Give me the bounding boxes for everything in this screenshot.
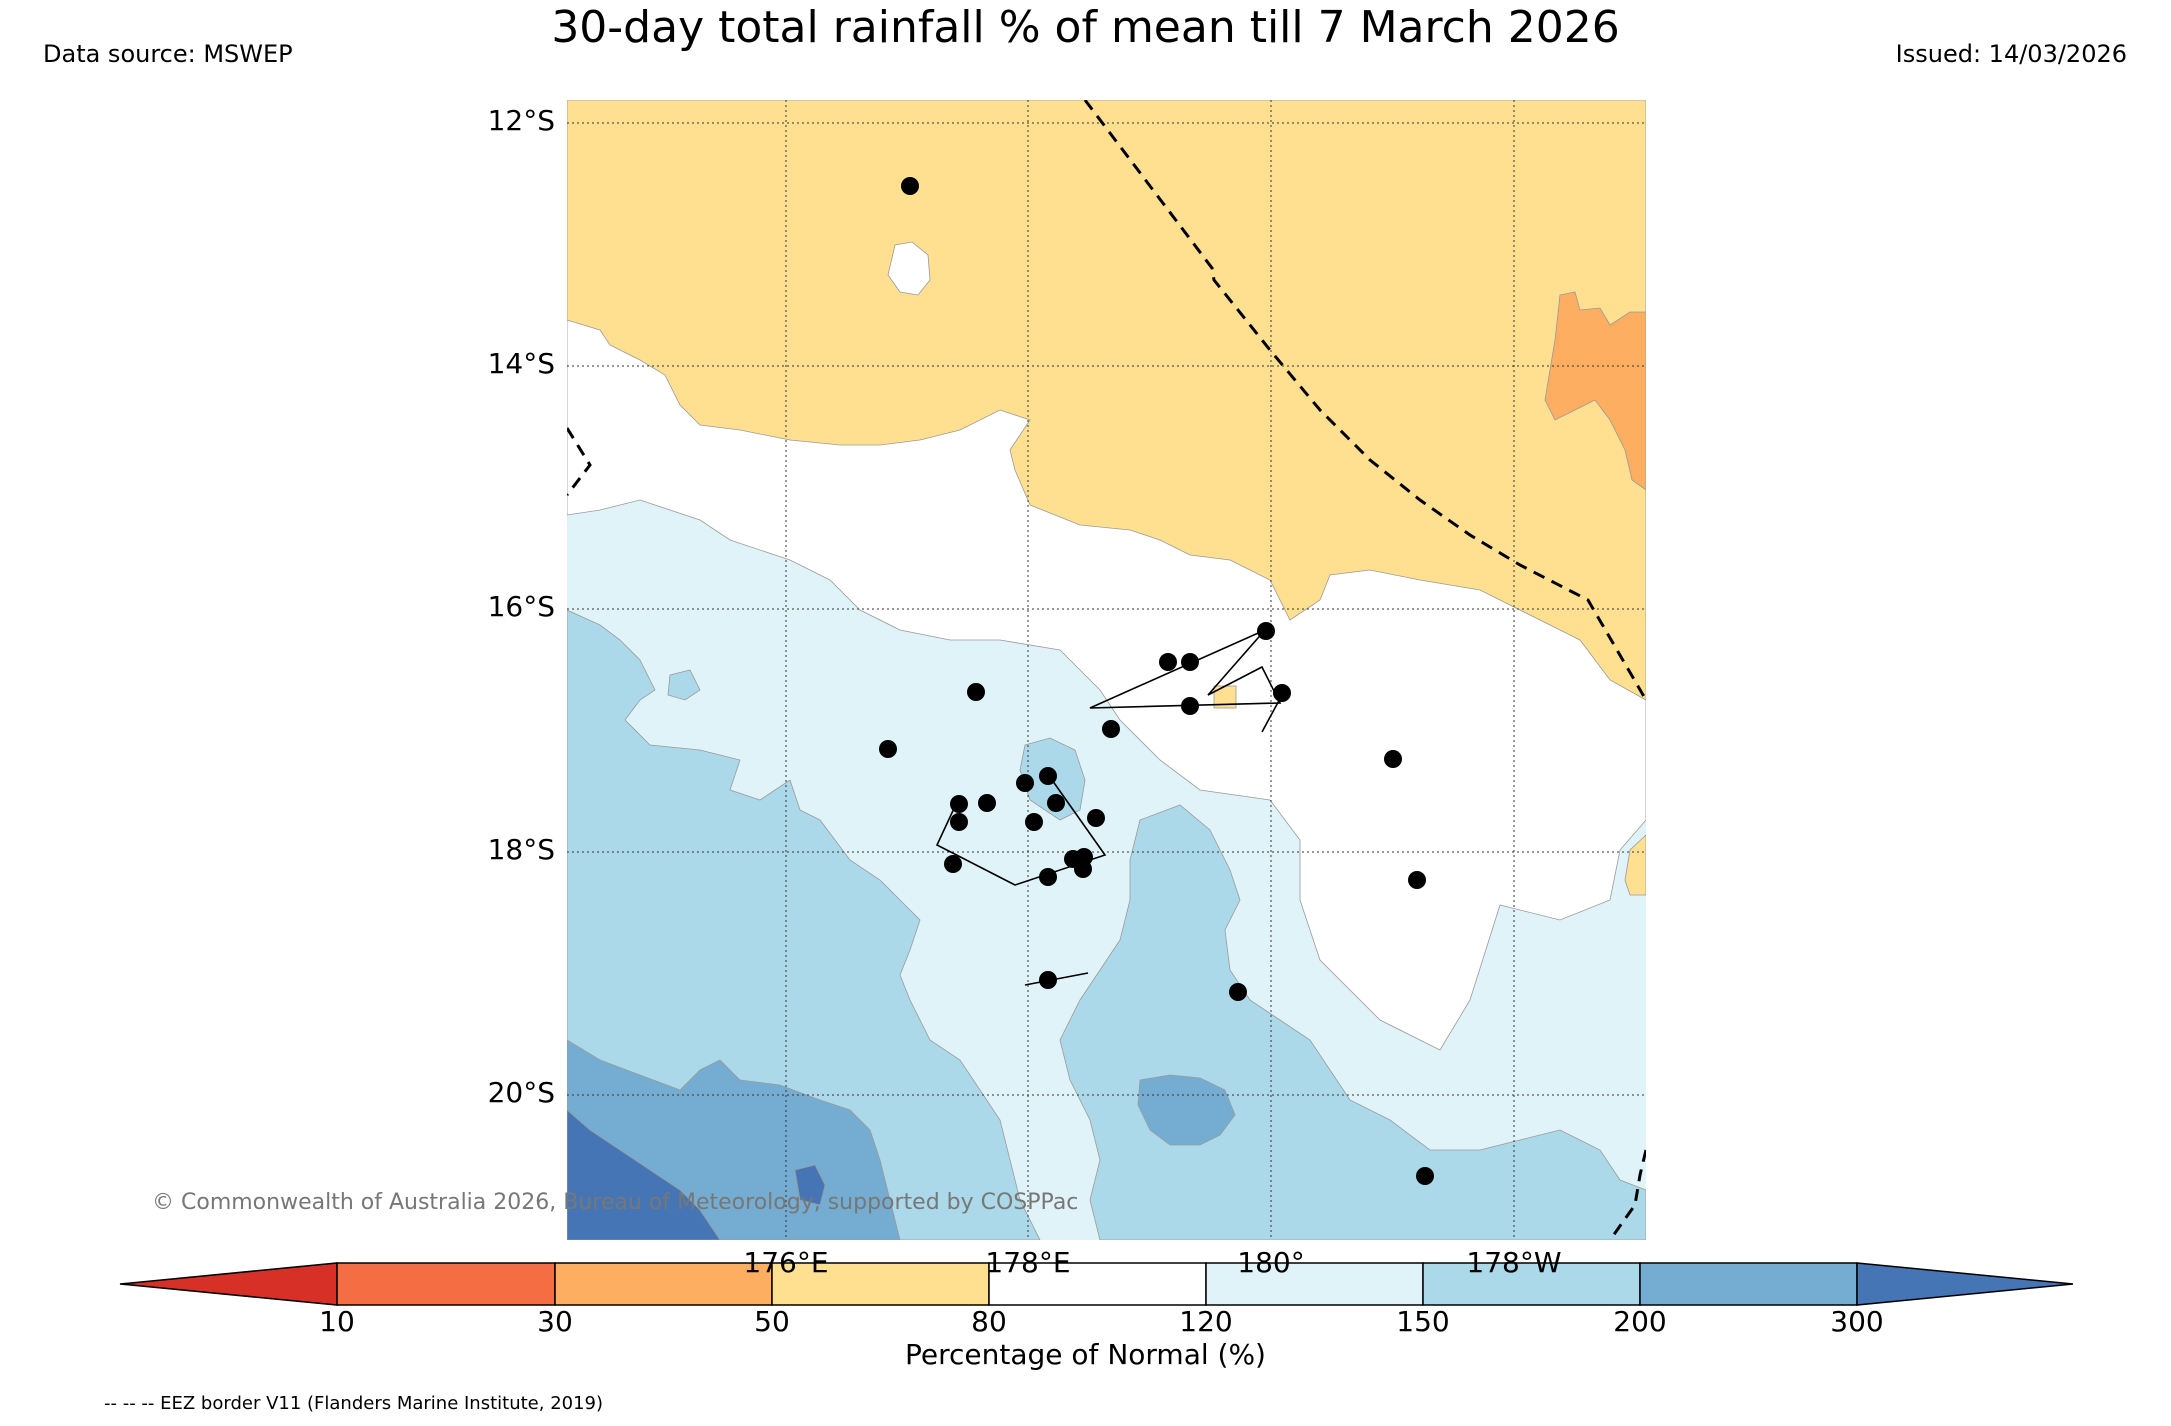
eez-border (567, 100, 1646, 1240)
region-80-120-island (887, 241, 931, 296)
island-outlines (935, 629, 1283, 986)
colorbar-tick-30: 30 (537, 1305, 573, 1338)
colorbar-200-300 (1639, 1262, 1858, 1306)
colorbar-50-80 (771, 1262, 990, 1306)
lon-label-178w: 178°W (1466, 1246, 1562, 1279)
colorbar-tick-150: 150 (1396, 1305, 1450, 1338)
station-markers (879, 177, 1434, 1185)
map-area (567, 100, 1646, 1240)
lon-label-176e: 176°E (743, 1246, 829, 1279)
colorbar-tick-120: 120 (1179, 1305, 1233, 1338)
region-150-200-west (667, 669, 701, 701)
region-150-200 (567, 609, 1041, 1240)
colorbar-label: Percentage of Normal (%) (905, 1338, 1266, 1371)
data-source-label: Data source: MSWEP (43, 40, 293, 68)
colorbar-tick-300: 300 (1830, 1305, 1884, 1338)
lat-label-12s: 12°S (487, 104, 555, 137)
graticule (567, 100, 1646, 1240)
colorbar-below-10 (119, 1262, 338, 1306)
region-30-50-east (1544, 291, 1646, 491)
lat-label-18s: 18°S (487, 833, 555, 866)
lat-label-20s: 20°S (487, 1076, 555, 1109)
lon-label-178e: 178°E (985, 1246, 1071, 1279)
region-50-80-southeast (1624, 834, 1646, 896)
colorbar-tick-80: 80 (971, 1305, 1007, 1338)
colorbar-150-200 (1422, 1262, 1641, 1306)
lon-label-180: 180° (1237, 1246, 1305, 1279)
colorbar-tick-50: 50 (754, 1305, 790, 1338)
colorbar-30-50 (554, 1262, 773, 1306)
lat-label-16s: 16°S (487, 590, 555, 623)
copyright-notice: © Commonwealth of Australia 2026, Bureau… (152, 1190, 1079, 1215)
eez-legend-note: -- -- -- EEZ border V11 (Flanders Marine… (104, 1393, 604, 1414)
region-200-300-central (1137, 1074, 1236, 1146)
region-300-plus-small (794, 1164, 826, 1206)
colorbar-tick-10: 10 (319, 1305, 355, 1338)
lat-label-14s: 14°S (487, 347, 555, 380)
map-title: 30-day total rainfall % of mean till 7 M… (551, 2, 1620, 53)
region-50-80-north (567, 100, 1646, 701)
colorbar-10-30 (336, 1262, 556, 1306)
issued-date-label: Issued: 14/03/2026 (1895, 40, 2127, 68)
colorbar-tick-200: 200 (1613, 1305, 1667, 1338)
colorbar-above-300 (1856, 1262, 2074, 1306)
colorbar (119, 1262, 2074, 1306)
region-300-plus (567, 1109, 721, 1240)
